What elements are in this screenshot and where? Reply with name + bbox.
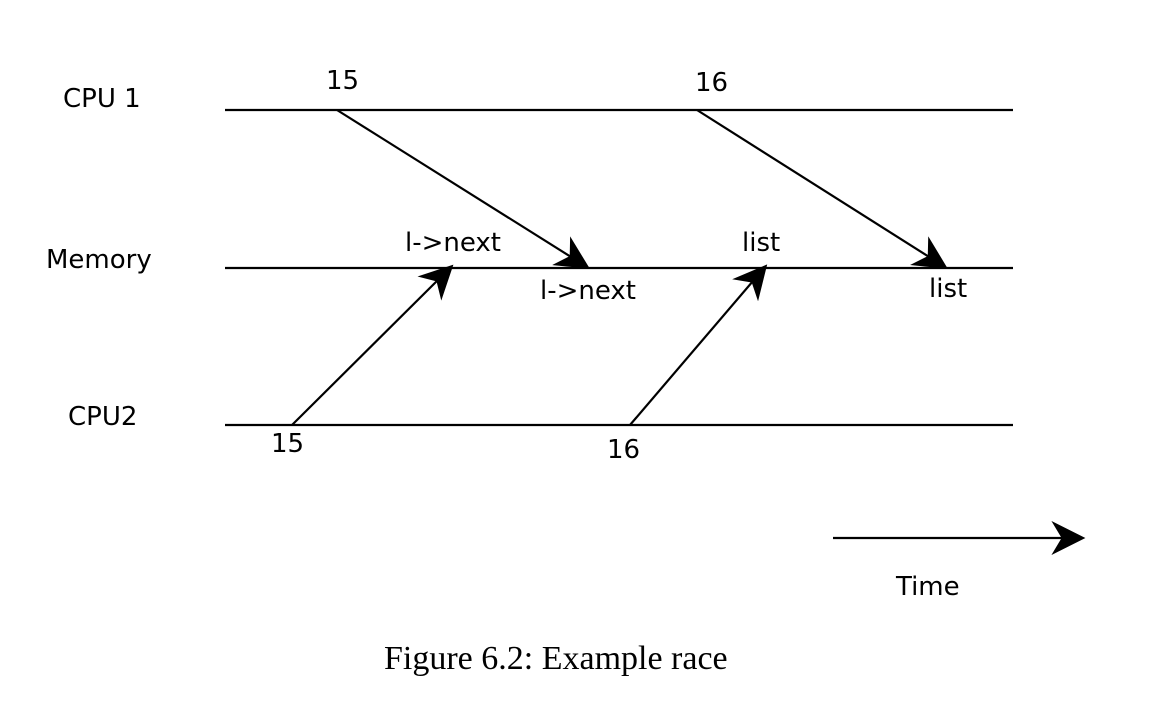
arrow-cpu2-16-to-memory [629, 264, 768, 426]
memory-write-label-cpu1-list: list [929, 274, 967, 304]
lane-label-memory: Memory [46, 245, 152, 275]
cpu1-event-16-label: 16 [695, 68, 728, 98]
cpu1-event-15-label: 15 [326, 66, 359, 96]
arrow-cpu2-15-to-memory [291, 264, 454, 426]
memory-write-label-cpu2-lnext: l->next [405, 228, 501, 258]
lane-label-cpu2: CPU2 [68, 402, 137, 432]
cpu2-event-16-label: 16 [607, 435, 640, 465]
arrow-cpu1-16-to-memory [696, 109, 948, 269]
memory-write-label-cpu1-lnext: l->next [540, 276, 636, 306]
time-label: Time [895, 572, 960, 602]
figure-caption: Figure 6.2: Example race [384, 640, 728, 677]
arrow-cpu1-15-to-memory [336, 109, 590, 269]
cpu2-event-15-label: 15 [271, 429, 304, 459]
memory-write-label-cpu2-list: list [742, 228, 780, 258]
lane-label-cpu1: CPU 1 [63, 84, 141, 114]
